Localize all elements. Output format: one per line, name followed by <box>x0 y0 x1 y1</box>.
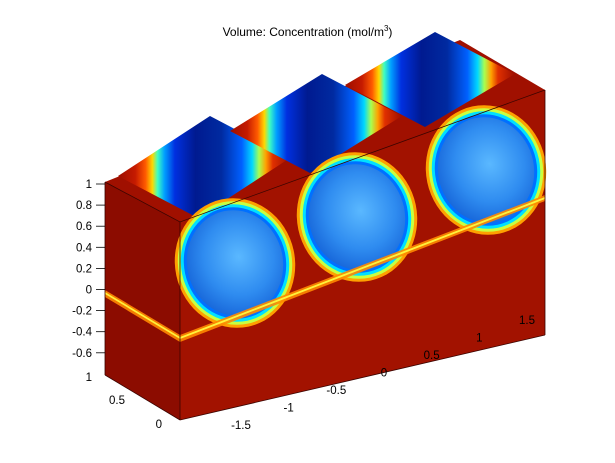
y-tick-label: 1 <box>86 372 92 384</box>
x-tick-label: 1.5 <box>519 315 535 327</box>
y-tick-label: 0.5 <box>109 395 125 407</box>
y-axis: 10.50 <box>86 372 162 431</box>
chart-title-suffix: ) <box>388 25 393 39</box>
z-tick-label: 0.8 <box>76 200 92 212</box>
x-tick-label: 1 <box>476 333 482 345</box>
z-tick-label: 0.6 <box>76 221 92 233</box>
z-tick-label: -0.6 <box>72 348 92 360</box>
top-stripes <box>118 32 515 218</box>
x-tick-label: -1 <box>284 403 294 415</box>
pipe-opening <box>425 105 547 235</box>
z-tick-label: -0.4 <box>72 327 92 339</box>
interface-band-right-inner <box>180 197 545 339</box>
z-tick-label: -0.2 <box>72 306 92 318</box>
left-face <box>105 182 180 420</box>
z-tick-label: 0.2 <box>76 263 92 275</box>
z-tick-label: 0 <box>86 285 92 297</box>
y-tick-label: 0 <box>156 419 162 431</box>
top-stripe <box>345 32 515 127</box>
z-tick-label: 0.4 <box>76 242 93 254</box>
x-tick-label: -1.5 <box>231 420 251 432</box>
chart-title: Volume: Concentration (mol/m3) <box>0 24 615 39</box>
pipe-opening <box>296 152 418 282</box>
chart-title-text: Volume: Concentration (mol/m <box>222 25 384 39</box>
z-tick-label: 1 <box>86 179 92 191</box>
x-tick-label: 0 <box>381 368 387 380</box>
pipe-openings <box>174 105 547 328</box>
x-tick-label: -0.5 <box>326 385 346 397</box>
top-stripe <box>118 116 290 218</box>
block-edges <box>104 89 546 421</box>
z-axis: 1 0.8 0.6 0.4 0.2 0 -0.2 -0.4 -0.6 <box>72 179 105 360</box>
top-stripe <box>230 74 402 173</box>
pipe-opening <box>174 198 296 328</box>
x-tick-label: 0.5 <box>424 350 440 362</box>
interface-band-left-inner <box>105 292 180 339</box>
x-axis: -1.5 -1 -0.5 0 0.5 1 1.5 <box>231 315 535 432</box>
chart-title-superscript: 3 <box>383 24 389 33</box>
